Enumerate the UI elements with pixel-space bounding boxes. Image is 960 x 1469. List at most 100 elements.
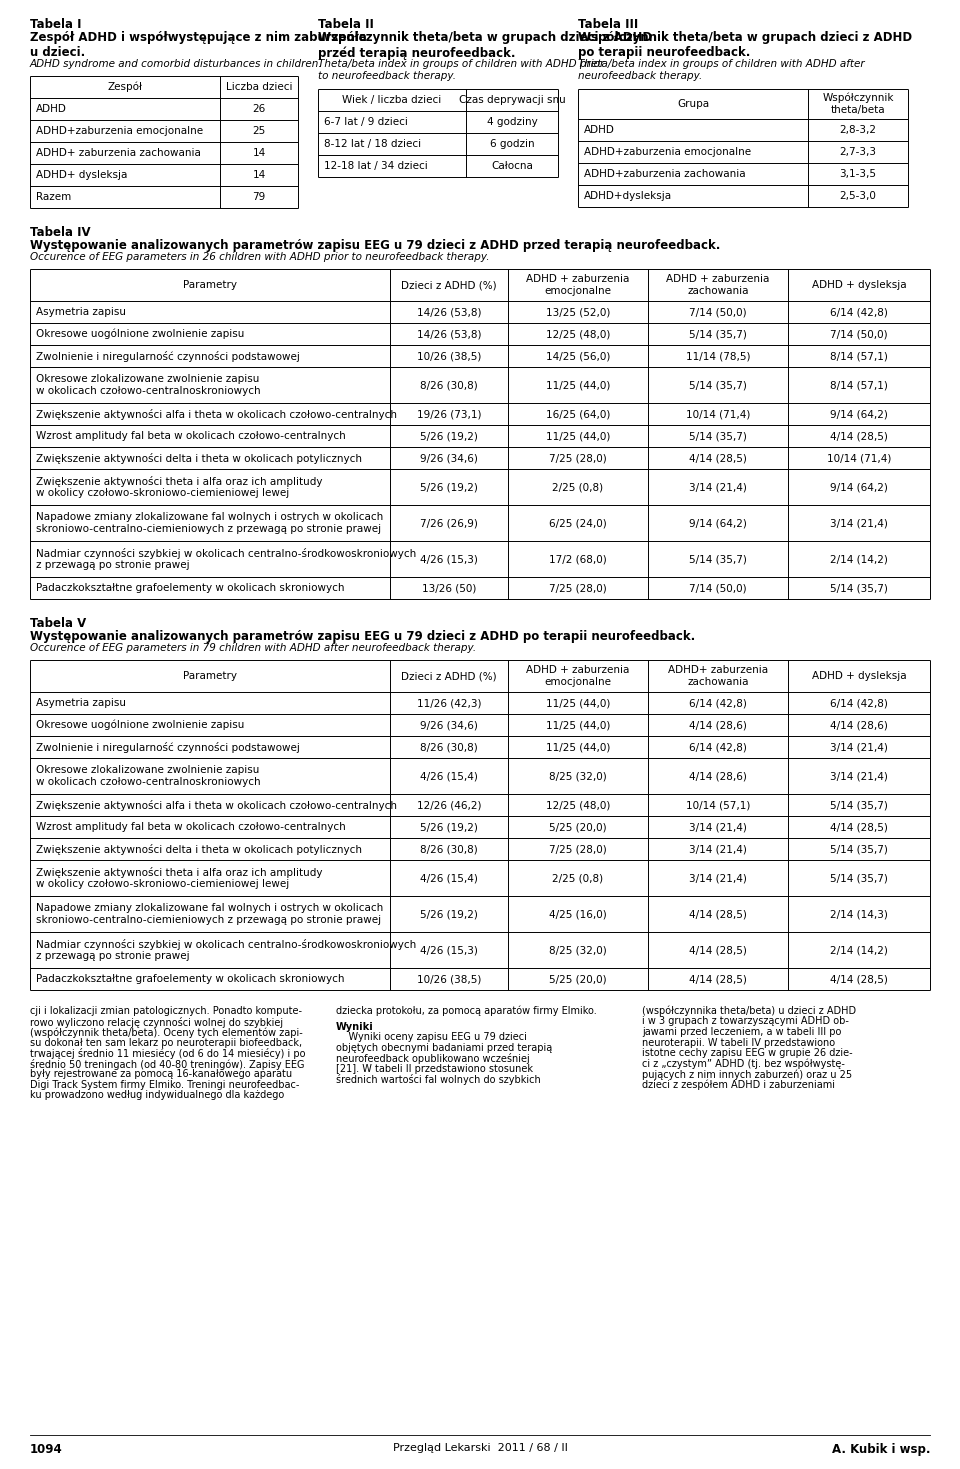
Text: 4 godziny: 4 godziny — [487, 118, 538, 126]
Text: 4/14 (28,5): 4/14 (28,5) — [689, 452, 747, 463]
Text: Wyniki: Wyniki — [336, 1022, 373, 1031]
Text: A. Kubik i wsp.: A. Kubik i wsp. — [831, 1443, 930, 1456]
Text: Dzieci z ADHD (%): Dzieci z ADHD (%) — [401, 671, 497, 682]
Text: Padaczkokształtne grafoelementy w okolicach skroniowych: Padaczkokształtne grafoelementy w okolic… — [36, 583, 345, 593]
Text: 9/14 (64,2): 9/14 (64,2) — [830, 482, 888, 492]
Text: ADHD: ADHD — [584, 125, 614, 135]
Text: Czas deprywacji snu: Czas deprywacji snu — [459, 95, 565, 104]
Text: średnich wartości fal wolnych do szybkich: średnich wartości fal wolnych do szybkic… — [336, 1074, 540, 1086]
Text: Tabela III: Tabela III — [578, 18, 638, 31]
Text: Zwiększenie aktywności theta i alfa oraz ich amplitudy
w okolicy czołowo-skronio: Zwiększenie aktywności theta i alfa oraz… — [36, 476, 323, 498]
Text: 5/14 (35,7): 5/14 (35,7) — [830, 583, 888, 593]
Text: ADHD + dysleksja: ADHD + dysleksja — [812, 281, 906, 289]
Text: Zwolnienie i niregularność czynności podstawowej: Zwolnienie i niregularność czynności pod… — [36, 351, 300, 361]
Text: 2/25 (0,8): 2/25 (0,8) — [552, 482, 604, 492]
Text: objętych obecnymi badaniami przed terapią: objętych obecnymi badaniami przed terapi… — [336, 1043, 552, 1053]
Text: 5/14 (35,7): 5/14 (35,7) — [830, 845, 888, 853]
Text: Całocna: Całocna — [492, 162, 533, 170]
Text: 12/26 (46,2): 12/26 (46,2) — [417, 801, 481, 809]
Text: 5/26 (19,2): 5/26 (19,2) — [420, 823, 478, 831]
Text: 2/25 (0,8): 2/25 (0,8) — [552, 873, 604, 883]
Text: 6-7 lat / 9 dzieci: 6-7 lat / 9 dzieci — [324, 118, 408, 126]
Text: Okresowe zlokalizowane zwolnienie zapisu
w okolicach czołowo-centralnoskroniowyc: Okresowe zlokalizowane zwolnienie zapisu… — [36, 375, 260, 395]
Text: 11/26 (42,3): 11/26 (42,3) — [417, 698, 481, 708]
Text: ku prowadzono według indywidualnego dla każdego: ku prowadzono według indywidualnego dla … — [30, 1090, 284, 1100]
Text: 4/14 (28,5): 4/14 (28,5) — [830, 430, 888, 441]
Text: 5/14 (35,7): 5/14 (35,7) — [689, 430, 747, 441]
Text: 5/14 (35,7): 5/14 (35,7) — [830, 873, 888, 883]
Text: Parametry: Parametry — [183, 281, 237, 289]
Text: 5/14 (35,7): 5/14 (35,7) — [689, 380, 747, 389]
Text: 11/25 (44,0): 11/25 (44,0) — [546, 742, 611, 752]
Text: 11/14 (78,5): 11/14 (78,5) — [685, 351, 751, 361]
Text: 5/26 (19,2): 5/26 (19,2) — [420, 482, 478, 492]
Text: 3/14 (21,4): 3/14 (21,4) — [689, 482, 747, 492]
Text: 4/14 (28,5): 4/14 (28,5) — [830, 974, 888, 984]
Text: Występowanie analizowanych parametrów zapisu EEG u 79 dzieci z ADHD po terapii n: Występowanie analizowanych parametrów za… — [30, 630, 695, 643]
Text: 79: 79 — [252, 192, 266, 203]
Text: Parametry: Parametry — [183, 671, 237, 682]
Text: 3,1-3,5: 3,1-3,5 — [839, 169, 876, 179]
Text: Asymetria zapisu: Asymetria zapisu — [36, 307, 126, 317]
Text: 14: 14 — [252, 148, 266, 159]
Text: 2,8-3,2: 2,8-3,2 — [839, 125, 876, 135]
Text: Occurence of EEG parameters in 79 children with ADHD after neurofeedback therapy: Occurence of EEG parameters in 79 childr… — [30, 643, 476, 654]
Text: 6/25 (24,0): 6/25 (24,0) — [549, 519, 607, 527]
Text: 11/25 (44,0): 11/25 (44,0) — [546, 380, 611, 389]
Text: rowo wyliczono relację czynności wolnej do szybkiej: rowo wyliczono relację czynności wolnej … — [30, 1017, 283, 1027]
Text: Razem: Razem — [36, 192, 71, 203]
Text: 7/26 (26,9): 7/26 (26,9) — [420, 519, 478, 527]
Text: 14/26 (53,8): 14/26 (53,8) — [417, 307, 481, 317]
Text: Digi Track System firmy Elmiko. Treningi neurofeedbac-: Digi Track System firmy Elmiko. Treningi… — [30, 1080, 300, 1090]
Text: ADHD+ zaburzenia zachowania: ADHD+ zaburzenia zachowania — [36, 148, 201, 159]
Text: neurofeedback opublikowano wcześniej: neurofeedback opublikowano wcześniej — [336, 1053, 530, 1064]
Text: 4/14 (28,6): 4/14 (28,6) — [830, 720, 888, 730]
Text: 25: 25 — [252, 126, 266, 137]
Text: Okresowe uogólnione zwolnienie zapisu: Okresowe uogólnione zwolnienie zapisu — [36, 329, 245, 339]
Text: 5/14 (35,7): 5/14 (35,7) — [830, 801, 888, 809]
Text: pujących z nim innych zaburzeń) oraz u 25: pujących z nim innych zaburzeń) oraz u 2… — [642, 1069, 852, 1080]
Text: 5/26 (19,2): 5/26 (19,2) — [420, 430, 478, 441]
Text: Asymetria zapisu: Asymetria zapisu — [36, 698, 126, 708]
Text: Theta/beta index in groups of children with ADHD after
neurofeedback therapy.: Theta/beta index in groups of children w… — [578, 59, 865, 81]
Text: ADHD+dysleksja: ADHD+dysleksja — [584, 191, 672, 201]
Text: 8/14 (57,1): 8/14 (57,1) — [830, 380, 888, 389]
Text: Tabela II: Tabela II — [318, 18, 373, 31]
Text: su dokonał ten sam lekarz po neuroterapii biofeedback,: su dokonał ten sam lekarz po neuroterapi… — [30, 1037, 302, 1047]
Text: ci z „czystym” ADHD (tj. bez współwystę-: ci z „czystym” ADHD (tj. bez współwystę- — [642, 1059, 845, 1069]
Text: Tabela IV: Tabela IV — [30, 226, 90, 239]
Text: Wzrost amplitudy fal beta w okolicach czołowo-centralnych: Wzrost amplitudy fal beta w okolicach cz… — [36, 430, 346, 441]
Text: 16/25 (64,0): 16/25 (64,0) — [546, 408, 611, 419]
Text: 7/25 (28,0): 7/25 (28,0) — [549, 583, 607, 593]
Text: 4/14 (28,5): 4/14 (28,5) — [689, 974, 747, 984]
Text: 4/14 (28,6): 4/14 (28,6) — [689, 720, 747, 730]
Text: 8-12 lat / 18 dzieci: 8-12 lat / 18 dzieci — [324, 140, 421, 148]
Text: Nadmiar czynności szybkiej w okolicach centralno-środkowoskroniowych
z przewagą : Nadmiar czynności szybkiej w okolicach c… — [36, 939, 417, 961]
Text: 12/25 (48,0): 12/25 (48,0) — [546, 801, 611, 809]
Text: 6/14 (42,8): 6/14 (42,8) — [830, 698, 888, 708]
Text: ADHD+zaburzenia zachowania: ADHD+zaburzenia zachowania — [584, 169, 746, 179]
Text: 7/25 (28,0): 7/25 (28,0) — [549, 845, 607, 853]
Text: 9/26 (34,6): 9/26 (34,6) — [420, 452, 478, 463]
Text: 9/14 (64,2): 9/14 (64,2) — [830, 408, 888, 419]
Text: 4/14 (28,6): 4/14 (28,6) — [689, 771, 747, 782]
Text: 10/14 (57,1): 10/14 (57,1) — [685, 801, 750, 809]
Text: 5/14 (35,7): 5/14 (35,7) — [689, 554, 747, 564]
Text: ADHD: ADHD — [36, 104, 67, 115]
Text: trwającej średnio 11 miesiécy (od 6 do 14 miesiécy) i po: trwającej średnio 11 miesiécy (od 6 do … — [30, 1047, 305, 1059]
Text: 10/14 (71,4): 10/14 (71,4) — [685, 408, 750, 419]
Text: 13/26 (50): 13/26 (50) — [421, 583, 476, 593]
Text: 1094: 1094 — [30, 1443, 62, 1456]
Text: Liczba dzieci: Liczba dzieci — [226, 82, 292, 93]
Text: 3/14 (21,4): 3/14 (21,4) — [689, 873, 747, 883]
Text: Theta/beta index in groups of children with ADHD prior
to neurofeedback therapy.: Theta/beta index in groups of children w… — [318, 59, 604, 81]
Text: ADHD syndrome and comorbid disturbances in children.: ADHD syndrome and comorbid disturbances … — [30, 59, 323, 69]
Text: 12-18 lat / 34 dzieci: 12-18 lat / 34 dzieci — [324, 162, 428, 170]
Text: 7/25 (28,0): 7/25 (28,0) — [549, 452, 607, 463]
Text: 14/25 (56,0): 14/25 (56,0) — [546, 351, 611, 361]
Text: 2/14 (14,2): 2/14 (14,2) — [830, 554, 888, 564]
Text: dziecka protokołu, za pomocą aparatów firmy Elmiko.: dziecka protokołu, za pomocą aparatów fi… — [336, 1006, 597, 1017]
Text: Zwiększenie aktywności delta i theta w okolicach potylicznych: Zwiększenie aktywności delta i theta w o… — [36, 843, 362, 855]
Text: Zespół ADHD i współwystępujące z nim zaburzenia
u dzieci.: Zespół ADHD i współwystępujące z nim zab… — [30, 31, 367, 59]
Text: Napadowe zmiany zlokalizowane fal wolnych i ostrych w okolicach
skroniowo-centra: Napadowe zmiany zlokalizowane fal wolnyc… — [36, 903, 383, 925]
